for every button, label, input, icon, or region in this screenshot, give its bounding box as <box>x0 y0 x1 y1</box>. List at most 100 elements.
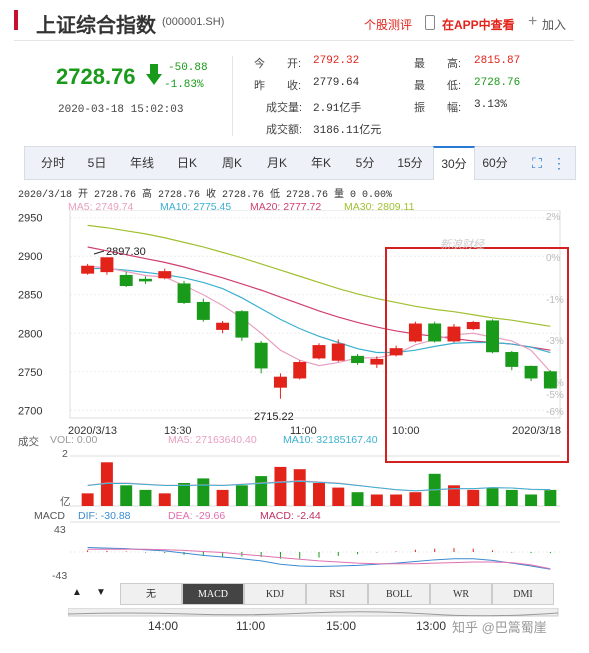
candle-body <box>486 320 499 353</box>
macd-top-tick: 43 <box>54 524 66 536</box>
price-change: -50.88 <box>168 62 208 74</box>
tab-4[interactable]: 周K <box>221 156 242 170</box>
volume-bar <box>486 487 499 506</box>
dea-legend: DEA: -29.66 <box>168 510 226 522</box>
tab-2[interactable]: 年线 <box>129 156 154 170</box>
period-tabs: 分时 5日 年线 日K 周K 月K 年K 5分 15分 30分 60分 ⛶ ⋮ <box>24 146 576 180</box>
indicator-tab-0[interactable]: 无 <box>120 583 182 605</box>
volume-bar <box>505 489 518 506</box>
app-view-link[interactable]: 在APP中查看 <box>442 18 515 32</box>
pct-tick-label: -5% <box>546 390 564 401</box>
candle-body <box>312 345 326 359</box>
x-tick-label: 2020/3/18 <box>512 425 561 437</box>
amplitude-label: 振 幅: <box>414 102 462 114</box>
pct-tick-label: -6% <box>546 407 564 418</box>
volume-bar <box>467 489 480 506</box>
volume-bar <box>370 494 383 506</box>
navigator-time-label: 11:00 <box>236 619 265 632</box>
candle-body <box>505 352 519 367</box>
macd-legend: MACD: -2.44 <box>260 510 321 522</box>
high-label: 最 高: <box>414 58 462 70</box>
candle-body <box>466 321 480 330</box>
vol-top-tick: 2 <box>62 448 68 460</box>
macd-bottom-tick: -43 <box>52 570 68 582</box>
candle-body <box>100 257 114 273</box>
ohlc-info: 2020/3/18 开 2728.76 高 2728.76 收 2728.76 … <box>18 190 393 201</box>
indicator-tab-4[interactable]: BOLL <box>368 583 430 605</box>
down-arrow-icon <box>146 64 162 91</box>
tab-7[interactable]: 5分 <box>355 156 375 170</box>
x-tick-label: 2020/3/13 <box>68 425 117 437</box>
highlight-box <box>385 247 569 463</box>
indicator-tab-1[interactable]: MACD <box>182 583 244 605</box>
tab-0[interactable]: 分时 <box>40 156 65 170</box>
pct-tick-label: 2% <box>546 212 561 223</box>
candle-body <box>351 355 365 364</box>
candle-body <box>331 343 345 361</box>
candle-body <box>158 271 172 279</box>
vol-legend: VOL: 0.00 <box>50 434 98 446</box>
range-navigator[interactable]: 14:00 11:00 15:00 13:00 <box>68 608 568 632</box>
nav-left-button[interactable]: ▲ <box>72 587 82 598</box>
indicator-tab-5[interactable]: WR <box>430 583 492 605</box>
low-label: 最 低: <box>414 80 462 92</box>
ma20-line <box>87 246 551 351</box>
y-tick-label: 2950 <box>18 213 42 225</box>
current-price: 2728.76 <box>56 64 136 89</box>
low-annotation: 2715.22 <box>254 411 294 423</box>
indicator-tab-6[interactable]: DMI <box>492 583 554 605</box>
indicator-tabs: 无 MACD KDJ RSI BOLL WR DMI <box>120 583 560 605</box>
volume-bar <box>313 483 325 506</box>
high-value: 2815.87 <box>474 55 521 67</box>
more-icon[interactable]: ⋮ <box>552 155 566 171</box>
candle-body <box>293 362 307 379</box>
candle-body <box>81 265 95 274</box>
fullscreen-icon[interactable]: ⛶ <box>532 155 542 171</box>
candle-body <box>524 365 538 379</box>
tab-9[interactable]: 30分 <box>433 146 475 180</box>
vol-section-label: 成交 <box>18 436 39 448</box>
volume-bar <box>332 487 345 506</box>
nav-right-button[interactable]: ▼ <box>96 587 106 598</box>
volume-bar <box>351 492 364 506</box>
indicator-tab-3[interactable]: RSI <box>306 583 368 605</box>
candle-body <box>119 274 133 286</box>
price-pane-frame <box>69 210 561 419</box>
kline-chart[interactable]: 2950290028502800275027002%0%-1%-3%-4%-5%… <box>0 210 589 630</box>
volume-bar <box>158 493 171 506</box>
price-change-pct: -1.83% <box>164 79 204 91</box>
plus-icon: + <box>528 13 538 30</box>
y-tick-label: 2700 <box>18 405 42 417</box>
tab-5[interactable]: 月K <box>266 156 287 170</box>
page-title: 上证综合指数 <box>36 15 156 37</box>
low-value: 2728.76 <box>474 77 521 89</box>
credit-watermark: 知乎 @巴篙蜀崖 <box>452 620 547 635</box>
quote-divider <box>232 56 233 136</box>
macd-section-label: MACD <box>34 510 65 522</box>
volume-bar <box>255 476 268 506</box>
navigator-sparkline <box>68 611 559 617</box>
add-button[interactable]: 加入 <box>542 18 567 32</box>
tab-3[interactable]: 日K <box>176 156 197 170</box>
pct-tick-label: -1% <box>546 295 564 306</box>
tab-6[interactable]: 年K <box>310 156 331 170</box>
tab-8[interactable]: 15分 <box>397 156 423 170</box>
header-divider <box>14 40 574 41</box>
candle-body <box>408 323 422 342</box>
tab-1[interactable]: 5日 <box>87 156 107 170</box>
y-tick-label: 2850 <box>18 290 42 302</box>
candle-body <box>216 322 230 330</box>
volume-bar <box>178 483 191 506</box>
logo-bar <box>14 10 18 30</box>
vol-ma5-legend: MA5: 27163640.40 <box>168 434 257 446</box>
volume-bar <box>120 485 133 506</box>
tab-10[interactable]: 60分 <box>482 156 508 170</box>
dif-legend: DIF: -30.88 <box>78 510 131 522</box>
volume-bar <box>293 469 306 506</box>
volume-value: 2.91亿手 <box>313 103 362 115</box>
volume-bar <box>81 493 94 506</box>
diagnose-link[interactable]: 个股测评 <box>364 18 413 32</box>
navigator-track <box>68 608 559 617</box>
indicator-tab-2[interactable]: KDJ <box>244 583 306 605</box>
pct-tick-label: 0% <box>546 253 561 264</box>
